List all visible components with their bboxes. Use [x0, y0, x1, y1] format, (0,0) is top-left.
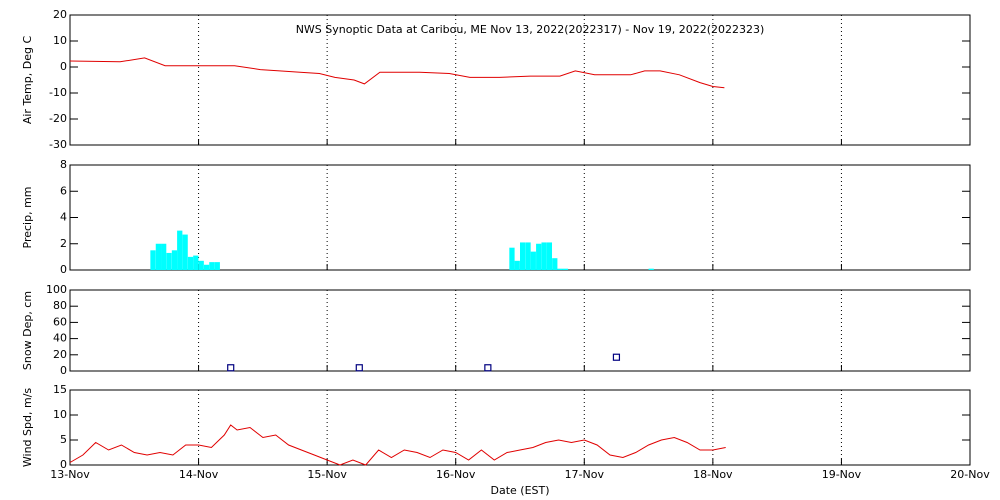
y-tick-label: 80 [53, 299, 67, 312]
y-tick-label: 0 [60, 263, 67, 276]
panel-frame [69, 289, 971, 372]
data-line [69, 57, 725, 89]
data-line [69, 424, 726, 466]
precip-bar [155, 243, 162, 270]
x-axis-label: Date (EST) [490, 484, 549, 497]
x-tick-label: 14-Nov [179, 468, 219, 481]
snow-marker [484, 364, 492, 372]
precip-bar [182, 234, 188, 270]
y-tick-label: 40 [53, 332, 67, 345]
precip-bar [198, 260, 204, 270]
x-tick-label: 17-Nov [565, 468, 605, 481]
y-tick-label: 10 [53, 408, 67, 421]
precip-bar [514, 260, 520, 270]
y-tick-label: 0 [60, 364, 67, 377]
y-axis-label: Precip, mm [21, 187, 34, 249]
y-tick-label: -10 [49, 86, 67, 99]
precip-bar [171, 250, 178, 270]
y-tick-label: 100 [46, 283, 67, 296]
x-tick-label: 13-Nov [50, 468, 90, 481]
snow-marker [612, 353, 621, 361]
y-tick-label: 20 [53, 348, 67, 361]
x-tick-label: 20-Nov [950, 468, 990, 481]
snow-marker [355, 364, 363, 372]
chart-title: NWS Synoptic Data at Caribou, ME Nov 13,… [296, 23, 765, 36]
y-tick-label: -30 [49, 138, 67, 151]
precip-bar [536, 243, 542, 270]
y-tick-label: 8 [60, 158, 67, 171]
y-tick-label: 15 [53, 383, 67, 396]
y-tick-label: 20 [53, 8, 67, 21]
x-tick-label: 16-Nov [436, 468, 476, 481]
y-tick-label: 0 [60, 458, 67, 471]
y-axis-label: Air Temp, Deg C [21, 36, 34, 125]
x-tick-label: 19-Nov [822, 468, 862, 481]
precip-bar [648, 268, 654, 270]
precip-bar [546, 242, 553, 270]
precip-bar [509, 247, 515, 270]
precip-bar [525, 242, 531, 270]
precip-bar [520, 242, 526, 270]
y-tick-label: 6 [60, 184, 67, 197]
precip-bar [203, 264, 210, 270]
y-tick-label: 0 [60, 60, 67, 73]
panel-frame [69, 389, 971, 466]
precip-bar [161, 243, 167, 270]
precip-bar [541, 242, 547, 270]
precip-bar [209, 262, 215, 270]
precip-bar [150, 250, 156, 270]
precip-bar [562, 268, 569, 270]
precip-bar [530, 251, 536, 270]
x-tick-label: 15-Nov [307, 468, 347, 481]
precip-bar [552, 258, 558, 270]
precip-bar [557, 268, 563, 270]
precip-bar [166, 252, 172, 270]
y-axis-label: Wind Spd, m/s [21, 388, 34, 468]
y-tick-label: 4 [60, 211, 67, 224]
x-tick-label: 18-Nov [693, 468, 733, 481]
y-axis-label: Snow Dep, cm [21, 291, 34, 370]
precip-bar [193, 255, 199, 270]
precip-bar [187, 256, 194, 270]
y-tick-label: 60 [53, 315, 67, 328]
y-tick-label: 2 [60, 237, 67, 250]
snow-marker [227, 364, 235, 372]
y-tick-label: -20 [49, 112, 67, 125]
precip-bar [177, 230, 183, 270]
y-tick-label: 5 [60, 433, 67, 446]
y-tick-label: 10 [53, 34, 67, 47]
precip-bar [214, 262, 220, 270]
